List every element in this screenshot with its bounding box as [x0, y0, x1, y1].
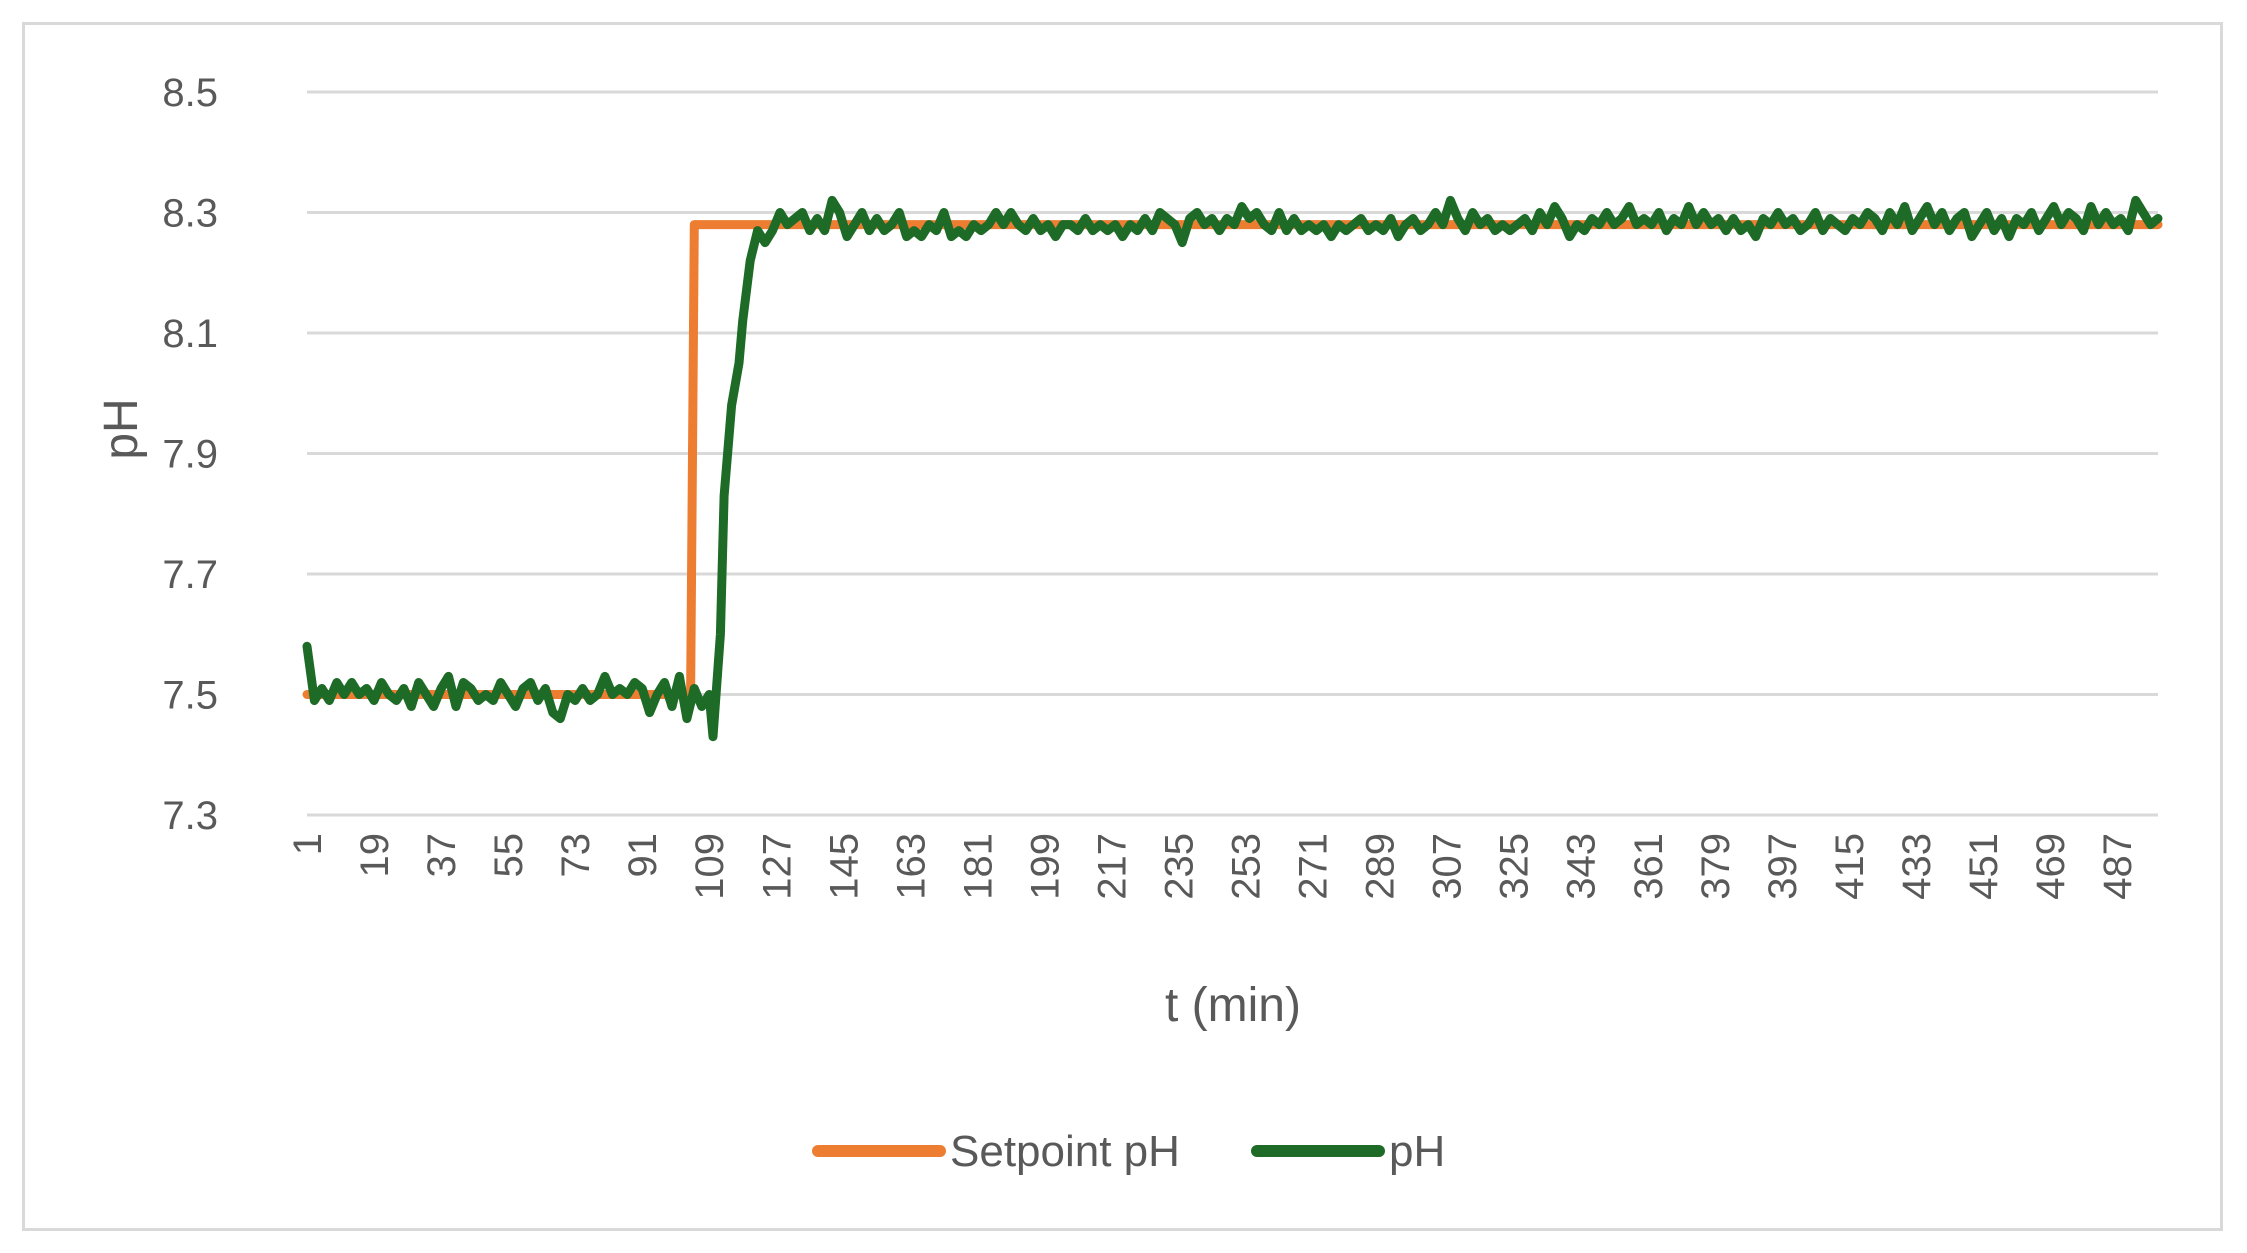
x-tick-label: 55 [487, 833, 531, 878]
x-tick-label: 109 [688, 833, 732, 900]
x-tick-label: 487 [2096, 833, 2140, 900]
x-tick-label: 433 [1895, 833, 1939, 900]
y-tick-label: 7.7 [162, 553, 218, 597]
x-tick-label: 415 [1828, 833, 1872, 900]
x-tick-label: 199 [1023, 833, 1067, 900]
legend-label: Setpoint pH [950, 1127, 1180, 1176]
legend: Setpoint pH pH [812, 1127, 1445, 1176]
x-tick-label: 127 [755, 833, 799, 900]
y-tick-label: 8.3 [162, 192, 218, 236]
x-tick-label: 397 [1761, 833, 1805, 900]
x-tick-label: 217 [1090, 833, 1134, 900]
series-lines [302, 195, 2163, 742]
y-tick-label: 8.1 [162, 312, 218, 356]
x-tick-label: 1 [286, 833, 330, 855]
x-tick-label: 235 [1157, 833, 1201, 900]
x-tick-label: 91 [621, 833, 665, 878]
x-tick-label: 307 [1426, 833, 1470, 900]
x-tick-label: 19 [353, 833, 397, 878]
x-tick-label: 379 [1694, 833, 1738, 900]
y-tick-label: 7.3 [162, 794, 218, 838]
legend-label: pH [1389, 1127, 1445, 1176]
y-tick-label: 7.9 [162, 433, 218, 477]
chart-frame: 7.3 7.5 7.7 7.9 8.1 8.3 8.5 1 19 37 55 73 91 109 127 1… [22, 22, 2223, 1231]
x-tick-label: 253 [1225, 833, 1269, 900]
x-tick-label: 451 [1962, 833, 2006, 900]
series-line-setpoint-ph [302, 220, 2163, 699]
line-chart: 7.37.57.77.98.18.38.5 1 19 37 55 73 91 109 127 1… [95, 71, 2163, 1176]
y-axis-title: pH [95, 398, 148, 459]
x-axis-title: t (min) [1165, 979, 1301, 1032]
x-tick-label: 163 [889, 833, 933, 900]
x-axis-tick-labels: 1 19 37 55 73 91 109 127 145 163 181 199 217 235 253 27… [286, 833, 2140, 900]
x-tick-label: 325 [1493, 833, 1537, 900]
x-tick-label: 361 [1627, 833, 1671, 900]
series-line-ph [302, 195, 2163, 742]
x-tick-label: 469 [2029, 833, 2073, 900]
y-tick-label: 8.5 [162, 71, 218, 115]
y-axis-tick-labels: 7.3 7.5 7.7 7.9 8.1 8.3 8.5 [162, 71, 218, 838]
x-tick-label: 181 [956, 833, 1000, 900]
x-tick-label: 145 [822, 833, 866, 900]
x-tick-label: 73 [554, 833, 598, 878]
gridlines [307, 90, 2158, 817]
x-tick-label: 289 [1359, 833, 1403, 900]
x-tick-label: 343 [1560, 833, 1604, 900]
x-tick-label: 37 [420, 833, 464, 878]
x-tick-label: 271 [1292, 833, 1336, 900]
y-tick-label: 7.5 [162, 674, 218, 718]
